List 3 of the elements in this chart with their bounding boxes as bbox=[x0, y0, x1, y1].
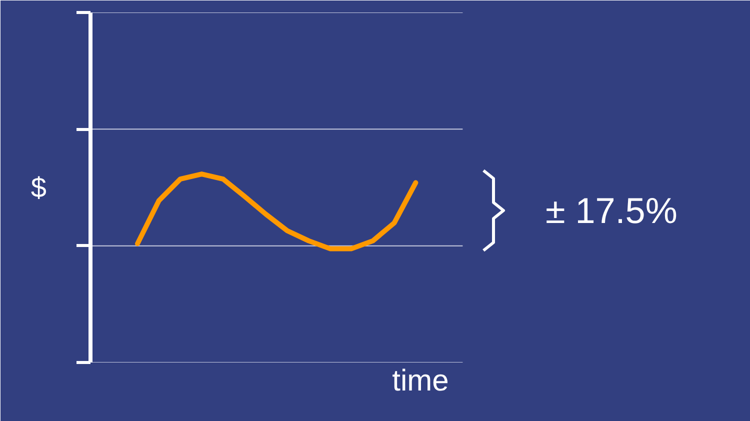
y-axis-title: $ bbox=[30, 172, 47, 203]
x-axis-title: time bbox=[392, 364, 449, 398]
text: ± 17.5% bbox=[546, 190, 678, 231]
